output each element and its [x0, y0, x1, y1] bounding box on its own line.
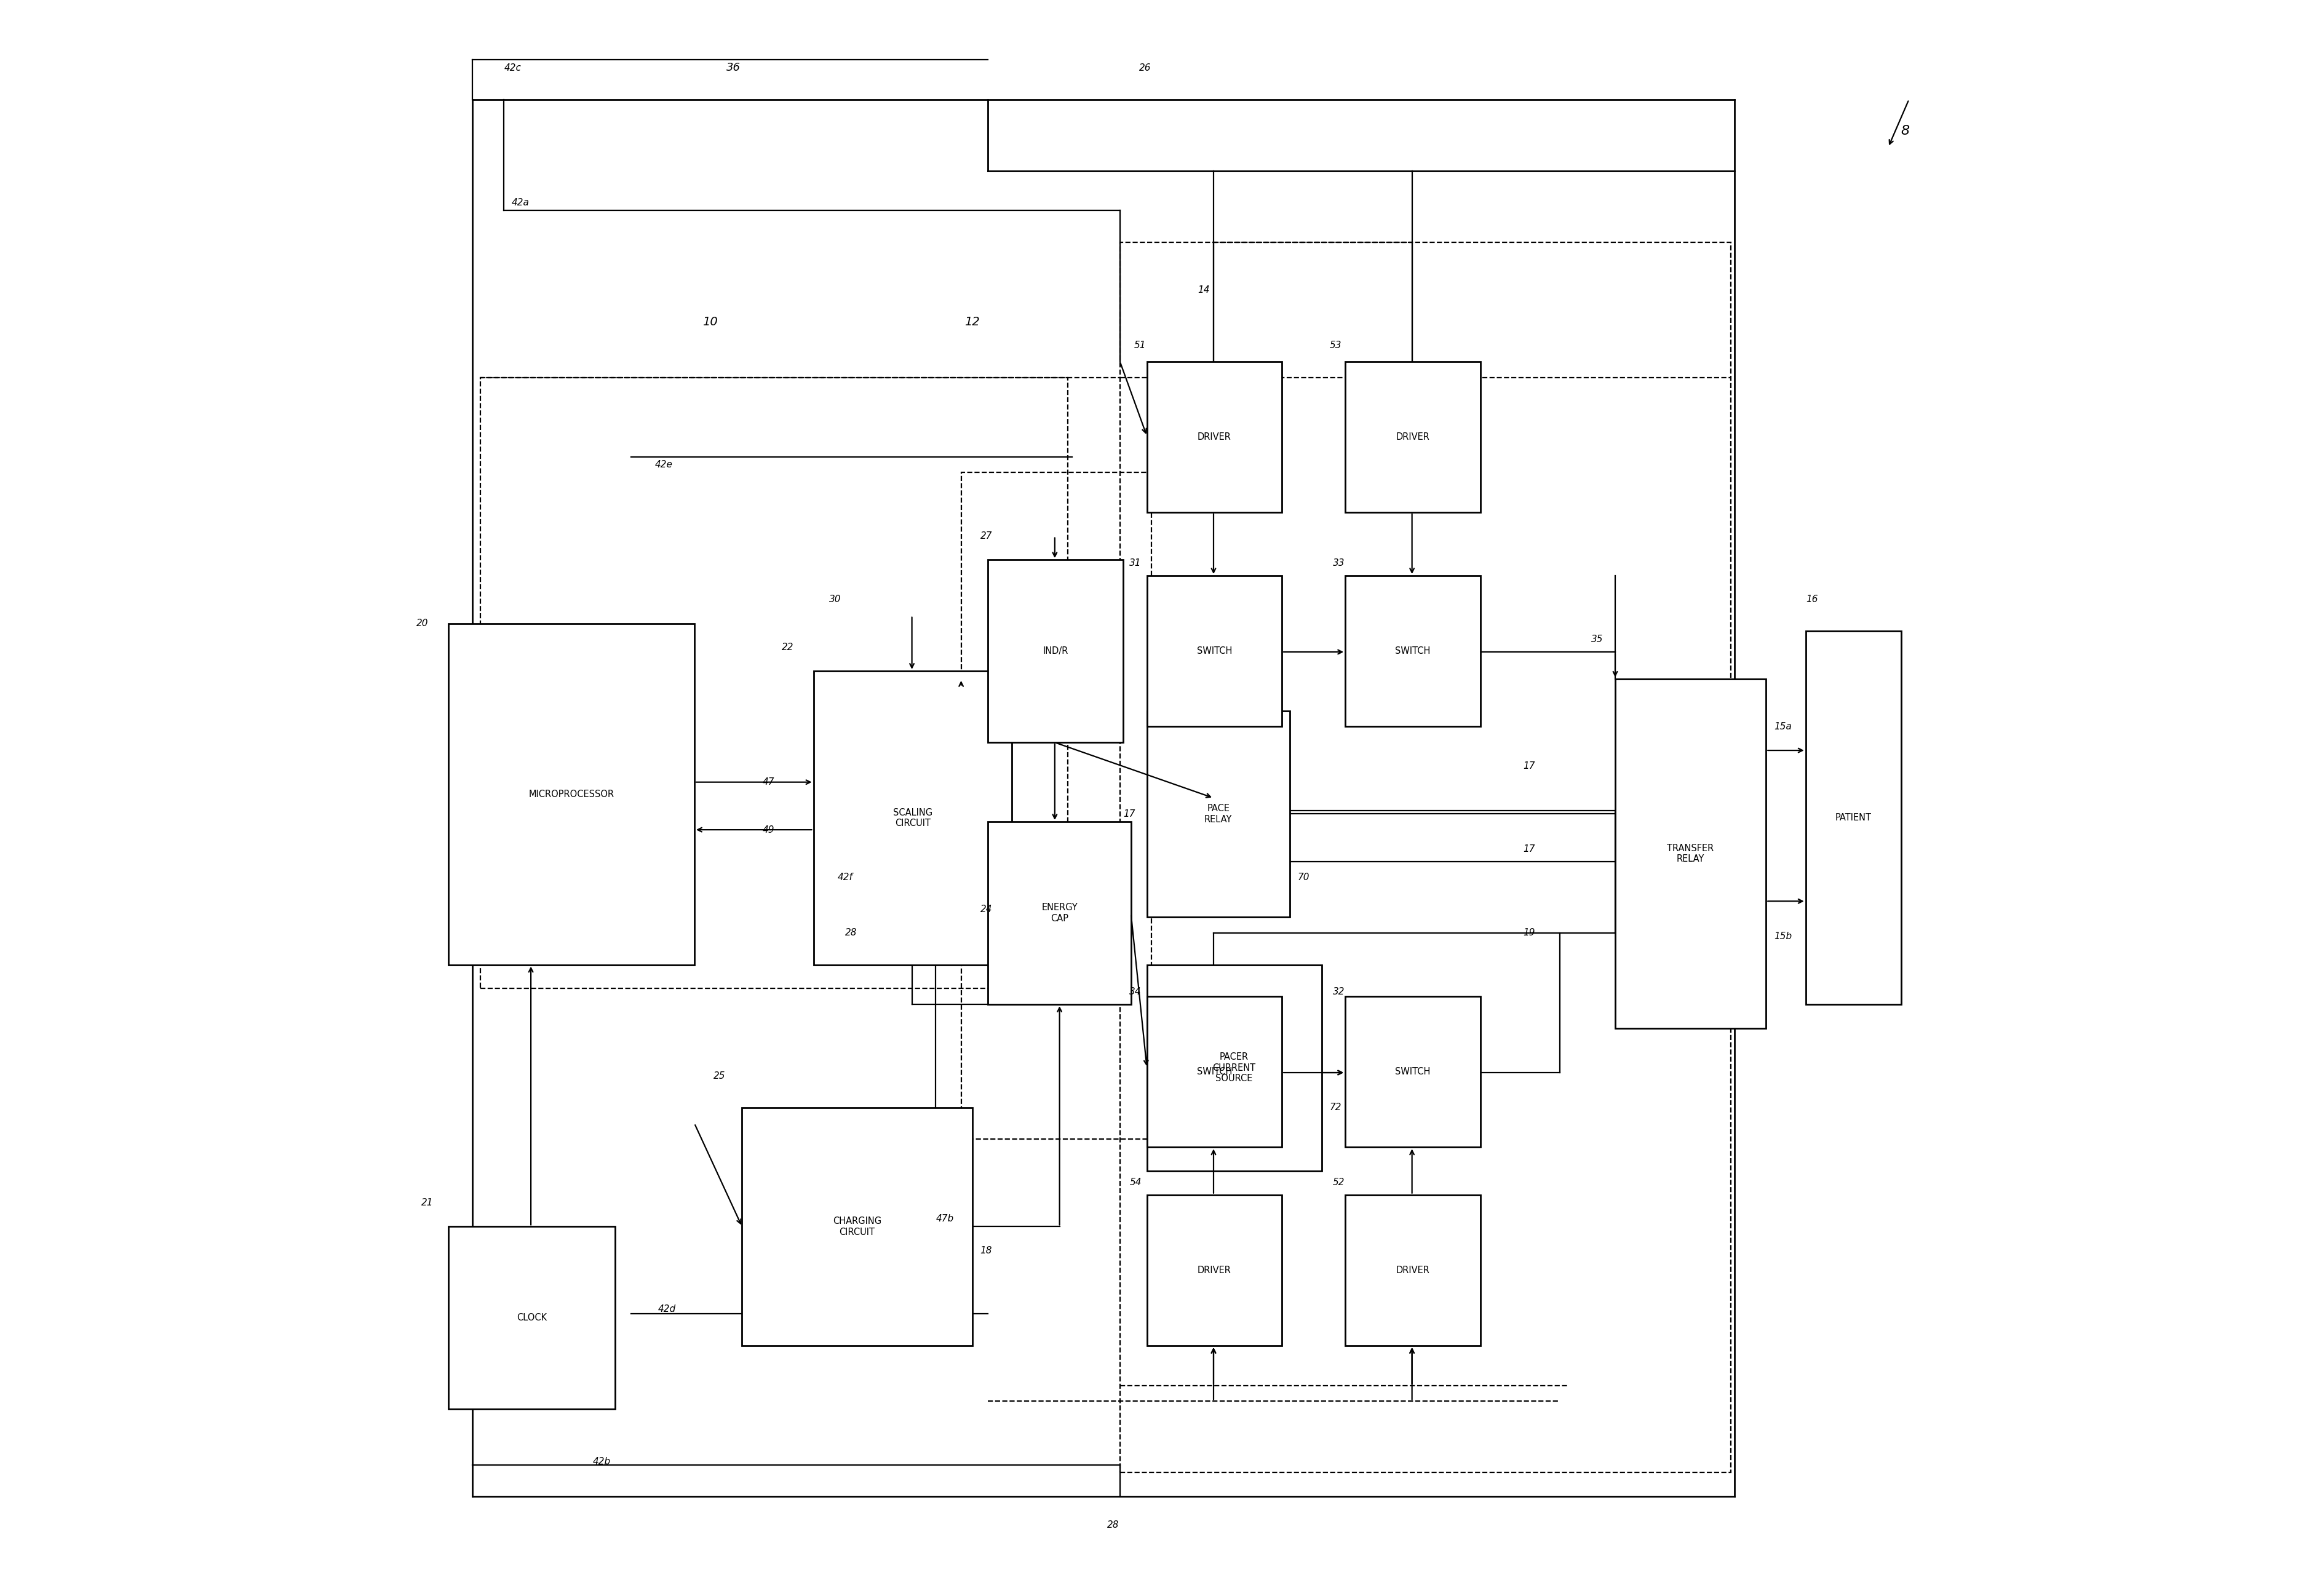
Bar: [1806, 632, 1900, 1004]
Text: 47: 47: [762, 777, 774, 787]
Bar: [1614, 678, 1766, 1028]
Text: 53: 53: [1330, 342, 1342, 350]
Text: 42f: 42f: [838, 873, 852, 883]
Bar: [1148, 710, 1288, 918]
Bar: [480, 377, 1067, 988]
Text: 52: 52: [1332, 1178, 1344, 1187]
Text: CHARGING
CIRCUIT: CHARGING CIRCUIT: [834, 1216, 882, 1237]
Text: CLOCK: CLOCK: [517, 1314, 547, 1323]
Text: 26: 26: [1138, 64, 1150, 72]
Text: DRIVER: DRIVER: [1196, 1266, 1231, 1275]
Bar: [448, 624, 695, 964]
Text: 10: 10: [702, 316, 718, 327]
Text: 32: 32: [1332, 986, 1344, 996]
Text: 28: 28: [1106, 1521, 1120, 1529]
Bar: [1344, 361, 1480, 512]
Bar: [741, 1108, 972, 1345]
Text: 42a: 42a: [513, 198, 529, 207]
Text: 36: 36: [725, 62, 741, 73]
Text: 31: 31: [1129, 559, 1141, 568]
Bar: [1344, 996, 1480, 1148]
Text: 17: 17: [1522, 761, 1535, 771]
Text: SWITCH: SWITCH: [1196, 1068, 1231, 1076]
Text: 49: 49: [762, 825, 774, 835]
Bar: [1148, 996, 1281, 1148]
Text: TRANSFER
RELAY: TRANSFER RELAY: [1667, 844, 1713, 863]
Bar: [1148, 576, 1281, 726]
Text: 34: 34: [1129, 986, 1141, 996]
Text: 8: 8: [1900, 124, 1910, 137]
Bar: [1344, 1195, 1480, 1345]
Text: DRIVER: DRIVER: [1196, 433, 1231, 442]
Text: 22: 22: [780, 643, 794, 651]
Text: PACE
RELAY: PACE RELAY: [1203, 804, 1233, 824]
Text: 15b: 15b: [1773, 932, 1792, 940]
Text: 12: 12: [965, 316, 979, 327]
Text: 20: 20: [416, 619, 429, 627]
Text: 42c: 42c: [503, 64, 522, 72]
Bar: [813, 670, 1011, 964]
Bar: [1148, 1195, 1281, 1345]
Text: 19: 19: [1522, 929, 1535, 937]
Bar: [1344, 576, 1480, 726]
Text: 17: 17: [1122, 809, 1134, 819]
Bar: [961, 472, 1152, 1140]
Text: 42e: 42e: [653, 460, 672, 469]
Text: 28: 28: [845, 929, 857, 937]
Text: 54: 54: [1129, 1178, 1141, 1187]
Bar: [988, 822, 1131, 1004]
Bar: [448, 1227, 614, 1409]
Text: SWITCH: SWITCH: [1196, 646, 1231, 656]
Text: IND/R: IND/R: [1044, 646, 1069, 656]
Text: SWITCH: SWITCH: [1395, 646, 1429, 656]
Text: 35: 35: [1591, 635, 1602, 643]
Text: 17: 17: [1522, 844, 1535, 854]
Text: 51: 51: [1134, 342, 1145, 350]
Text: 42b: 42b: [593, 1457, 610, 1467]
Text: 47b: 47b: [935, 1215, 954, 1223]
Text: 72: 72: [1330, 1103, 1342, 1112]
Text: 18: 18: [979, 1246, 993, 1254]
Text: 21: 21: [420, 1199, 434, 1208]
Text: 14: 14: [1198, 286, 1210, 295]
Text: 70: 70: [1298, 873, 1309, 883]
Bar: [1120, 243, 1732, 1473]
Text: PACER
CURRENT
SOURCE: PACER CURRENT SOURCE: [1212, 1052, 1256, 1084]
Text: SCALING
CIRCUIT: SCALING CIRCUIT: [894, 808, 933, 828]
Text: PATIENT: PATIENT: [1836, 814, 1870, 822]
Text: 25: 25: [713, 1071, 725, 1080]
Text: 24: 24: [979, 905, 993, 915]
Text: SWITCH: SWITCH: [1395, 1068, 1429, 1076]
Text: ENERGY
CAP: ENERGY CAP: [1041, 903, 1078, 922]
Bar: [1148, 964, 1321, 1171]
Text: 15a: 15a: [1773, 721, 1792, 731]
Text: DRIVER: DRIVER: [1395, 433, 1429, 442]
Text: 16: 16: [1806, 595, 1817, 605]
Text: 42d: 42d: [658, 1304, 677, 1314]
Text: MICROPROCESSOR: MICROPROCESSOR: [529, 790, 614, 798]
Text: 30: 30: [829, 595, 840, 605]
Bar: [1148, 361, 1281, 512]
Text: DRIVER: DRIVER: [1395, 1266, 1429, 1275]
Bar: [988, 560, 1122, 742]
Text: 33: 33: [1332, 559, 1344, 568]
Text: 27: 27: [979, 531, 993, 541]
